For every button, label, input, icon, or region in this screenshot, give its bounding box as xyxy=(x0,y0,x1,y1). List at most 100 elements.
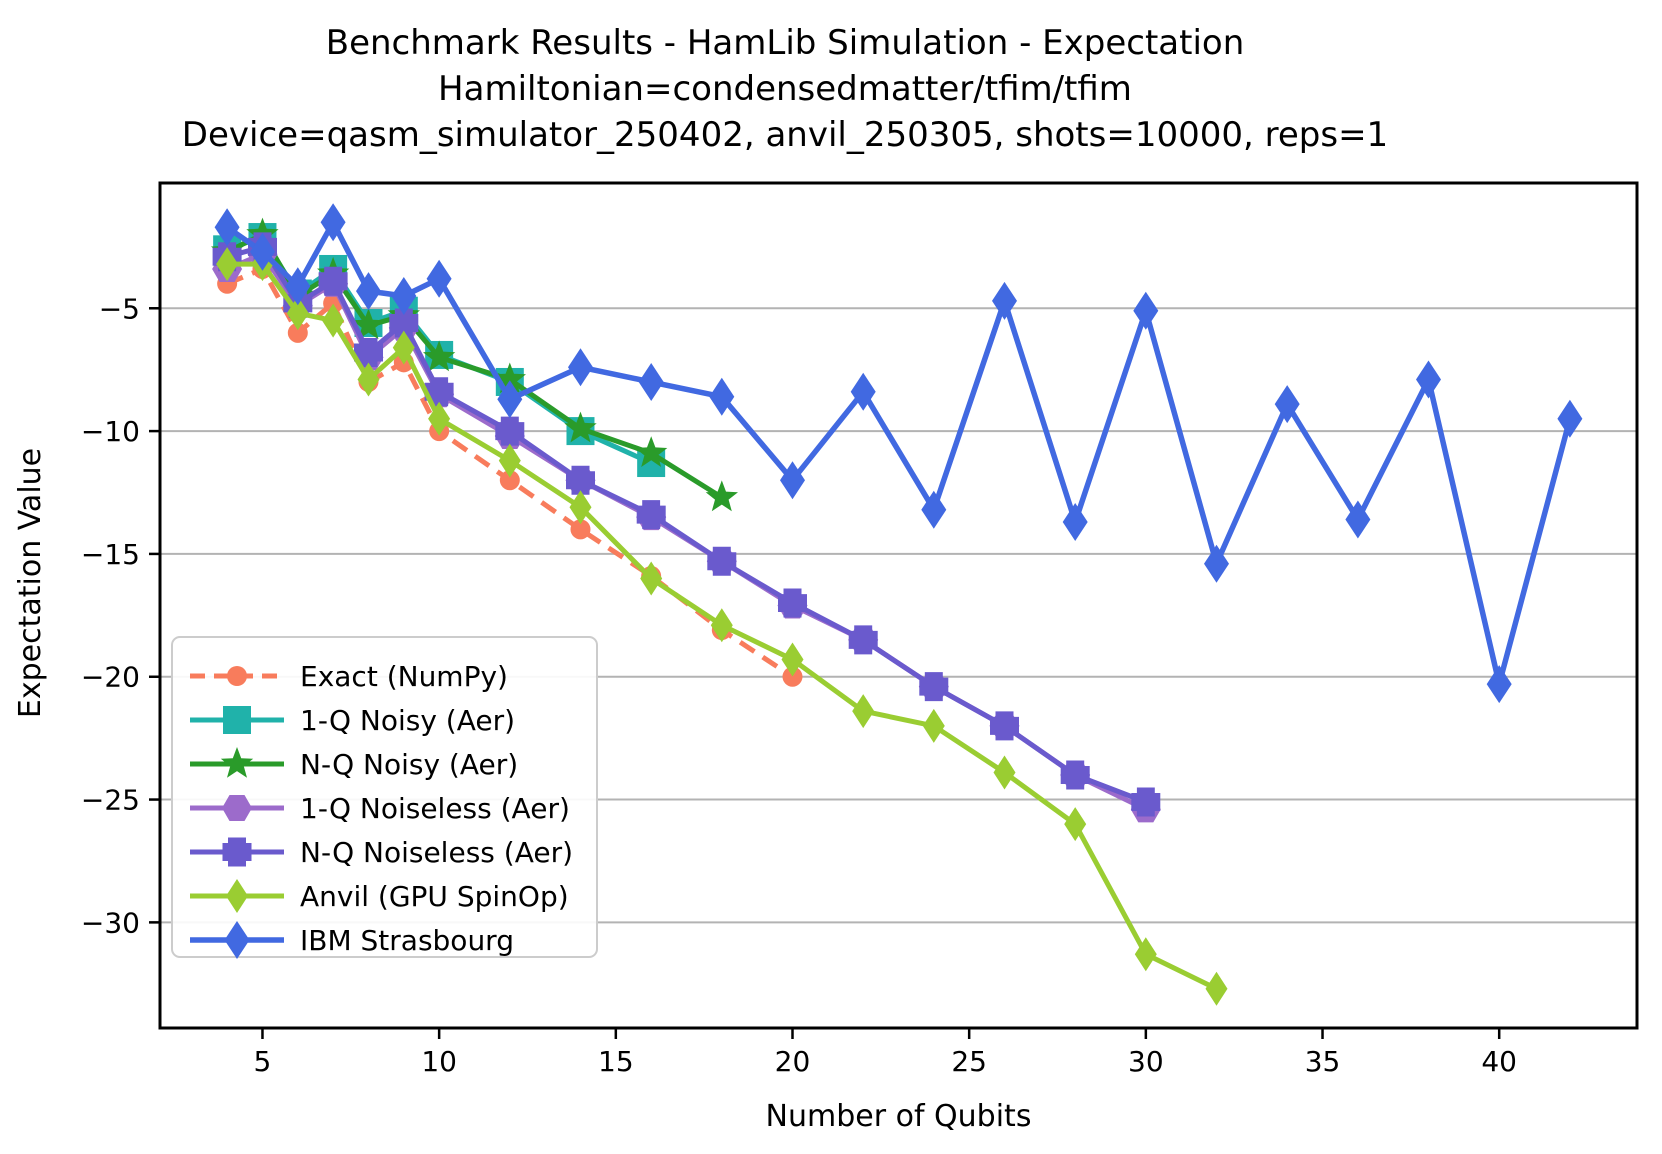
circle-marker-icon xyxy=(499,470,520,491)
circle-marker-icon xyxy=(570,519,591,540)
diamond-marker-icon xyxy=(1274,385,1300,424)
plus-marker-icon xyxy=(318,266,348,296)
x-tick-label: 40 xyxy=(1481,1045,1517,1078)
y-axis: −5 −10 −15 −20 −25 −30 xyxy=(81,292,160,939)
diamond-marker-icon xyxy=(922,708,945,743)
diamond-marker-icon xyxy=(322,303,345,338)
diamond-marker-icon xyxy=(569,490,592,525)
diamond-marker-icon xyxy=(1416,360,1441,399)
diamond-marker-icon xyxy=(214,208,240,247)
chart-title-line-1: Benchmark Results - HamLib Simulation - … xyxy=(325,23,1245,63)
plus-marker-icon xyxy=(919,672,949,702)
x-axis: 5 10 15 20 25 30 35 40 xyxy=(254,1028,1517,1078)
y-tick-label: −20 xyxy=(81,661,140,694)
x-tick-label: 5 xyxy=(254,1045,272,1078)
diamond-marker-icon xyxy=(640,561,663,596)
x-tick-label: 20 xyxy=(775,1045,811,1078)
legend-label: N-Q Noiseless (Aer) xyxy=(300,836,573,869)
star-marker-icon xyxy=(352,308,385,340)
legend-item-n-q-noisy-aer: N-Q Noisy (Aer) xyxy=(190,747,518,781)
plus-marker-icon xyxy=(990,711,1019,741)
diamond-marker-icon xyxy=(1486,665,1512,704)
plus-marker-icon xyxy=(495,416,525,446)
diamond-marker-icon xyxy=(1064,807,1087,842)
x-tick-label: 30 xyxy=(1128,1045,1164,1078)
y-tick-label: −5 xyxy=(99,292,140,325)
plus-marker-icon xyxy=(707,546,737,576)
x-tick-label: 25 xyxy=(951,1045,987,1078)
chart-title-line-2: Hamiltonian=condensedmatter/tfim/tfim xyxy=(438,69,1132,109)
diamond-marker-icon xyxy=(428,401,451,436)
legend-label: IBM Strasbourg xyxy=(300,924,514,957)
star-marker-icon xyxy=(635,436,668,467)
diamond-marker-icon xyxy=(286,296,309,331)
circle-marker-icon xyxy=(782,666,803,687)
diamond-marker-icon xyxy=(426,259,452,298)
y-tick-label: −30 xyxy=(81,906,140,939)
plus-marker-icon xyxy=(1060,760,1090,790)
diamond-marker-icon xyxy=(356,272,381,311)
diamond-marker-icon xyxy=(216,247,239,282)
legend-item-n-q-noiseless-aer: N-Q Noiseless (Aer) xyxy=(190,836,573,869)
legend-label: Anvil (GPU SpinOp) xyxy=(300,880,569,913)
plus-marker-icon xyxy=(222,837,252,867)
legend-item-1-q-noisy-aer: 1-Q Noisy (Aer) xyxy=(190,704,515,737)
diamond-marker-icon xyxy=(391,277,417,315)
diamond-marker-icon xyxy=(1062,503,1088,541)
diamond-marker-icon xyxy=(357,362,380,397)
diamond-marker-icon xyxy=(921,490,947,529)
diamond-marker-icon xyxy=(1204,544,1229,583)
x-axis-label: Number of Qubits xyxy=(766,1099,1032,1134)
y-tick-label: −10 xyxy=(81,415,140,448)
plus-marker-icon xyxy=(566,465,595,495)
legend: Exact (NumPy) 1-Q Noisy (Aer) N-Q Noisy (A… xyxy=(171,636,598,959)
x-tick-label: 10 xyxy=(421,1045,457,1078)
hexagon-marker-icon xyxy=(222,795,252,821)
diamond-marker-icon xyxy=(710,608,733,643)
diamond-marker-icon xyxy=(568,348,593,387)
y-tick-label: −15 xyxy=(81,538,140,571)
plus-marker-icon xyxy=(636,500,666,530)
x-tick-label: 35 xyxy=(1305,1045,1341,1078)
diamond-marker-icon xyxy=(781,642,804,677)
diamond-marker-icon xyxy=(226,879,248,913)
star-marker-icon xyxy=(705,480,738,512)
legend-label: Exact (NumPy) xyxy=(300,660,508,693)
legend-item-exact-numpy: Exact (NumPy) xyxy=(190,660,508,693)
legend-label: 1-Q Noiseless (Aer) xyxy=(300,792,570,825)
star-marker-icon xyxy=(493,362,526,394)
diamond-marker-icon xyxy=(638,363,664,401)
chart-title-line-3: Device=qasm_simulator_250402, anvil_2503… xyxy=(181,115,1389,155)
circle-marker-icon xyxy=(287,322,308,343)
diamond-marker-icon xyxy=(852,694,875,729)
y-axis-label: Expectation Value xyxy=(13,448,48,718)
circle-marker-icon xyxy=(227,666,247,686)
square-marker-icon xyxy=(223,706,251,734)
y-tick-label: −25 xyxy=(81,784,140,817)
legend-item-1-q-noiseless-aer: 1-Q Noiseless (Aer) xyxy=(190,792,570,825)
diamond-marker-icon xyxy=(1133,291,1159,330)
legend-label: 1-Q Noisy (Aer) xyxy=(300,704,515,737)
plus-marker-icon xyxy=(354,338,383,367)
diamond-marker-icon xyxy=(285,267,311,306)
diamond-marker-icon xyxy=(709,377,735,416)
diamond-marker-icon xyxy=(224,921,250,959)
diamond-marker-icon xyxy=(1134,937,1157,972)
legend-item-ibm-strasbourg: IBM Strasbourg xyxy=(190,921,514,959)
plus-marker-icon xyxy=(1131,787,1161,817)
diamond-marker-icon xyxy=(850,372,876,411)
diamond-marker-icon xyxy=(1205,971,1228,1006)
diamond-marker-icon xyxy=(992,281,1017,320)
chart-title: Benchmark Results - HamLib Simulation - … xyxy=(0,20,1570,158)
star-marker-icon xyxy=(220,747,254,778)
diamond-marker-icon xyxy=(320,203,346,242)
star-marker-icon xyxy=(564,411,597,443)
diamond-marker-icon xyxy=(250,232,275,271)
diamond-marker-icon xyxy=(498,443,521,478)
diamond-marker-icon xyxy=(1345,500,1371,539)
legend-item-anvil-gpu-spinop: Anvil (GPU SpinOp) xyxy=(190,879,569,913)
diamond-marker-icon xyxy=(1557,399,1583,438)
diamond-marker-icon xyxy=(993,755,1016,790)
legend-box xyxy=(171,636,598,958)
